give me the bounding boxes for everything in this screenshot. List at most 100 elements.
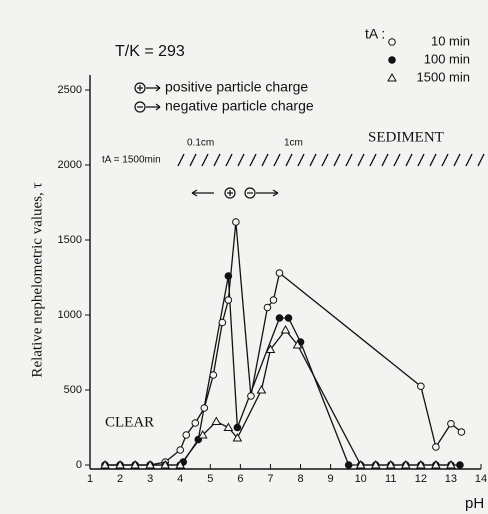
x-tick-label: 6 [237, 473, 243, 485]
point [432, 443, 440, 451]
point [344, 461, 353, 469]
point [417, 382, 425, 391]
sediment-label: SEDIMENT [368, 129, 444, 145]
y-axis-label: Relative nephelometric values, τ [29, 182, 45, 377]
point [100, 459, 110, 469]
point [200, 404, 209, 412]
hatch [393, 153, 401, 167]
x-tick-label: 2 [117, 473, 123, 485]
y-tick-label: 2000 [58, 159, 82, 171]
point [211, 416, 222, 425]
point [232, 218, 240, 226]
negative-label: negative particle charge [165, 98, 314, 114]
point [160, 459, 171, 469]
point [209, 371, 218, 379]
x-tick-label: 5 [207, 473, 213, 485]
point [191, 419, 200, 427]
point [292, 339, 303, 349]
point [224, 272, 233, 280]
series-line [105, 221, 462, 466]
x-axis-label: pH [465, 495, 484, 512]
series-line [105, 328, 451, 466]
x-tick-label: 10 [355, 473, 367, 485]
point [284, 314, 293, 322]
plus-symbol [134, 82, 146, 94]
series-line [105, 275, 460, 466]
hatch [453, 153, 461, 167]
x-tick-label: 14 [475, 473, 487, 485]
point [280, 324, 291, 334]
hatch [297, 153, 305, 167]
hatch [177, 153, 185, 167]
point [431, 459, 441, 469]
x-tick-label: 1 [87, 473, 93, 485]
scale-large: 1cm [284, 138, 303, 149]
point [275, 269, 284, 277]
point [400, 459, 411, 469]
point [218, 318, 227, 327]
x-tick-label: 4 [177, 473, 183, 485]
point [176, 446, 185, 454]
hatch [441, 153, 449, 167]
point [415, 459, 426, 469]
legend-title: tA : [365, 26, 385, 42]
hatch [465, 153, 473, 167]
hatch [285, 153, 293, 167]
point [385, 459, 396, 469]
point [446, 459, 456, 469]
plus-symbol [224, 187, 236, 199]
clear-label: CLEAR [105, 414, 154, 430]
hatch [189, 153, 197, 167]
y-tick-label: 500 [64, 384, 82, 396]
hatch [201, 153, 209, 167]
positive-label: positive particle charge [165, 79, 308, 95]
point [456, 461, 464, 469]
hatch [333, 153, 341, 167]
x-tick-label: 7 [267, 473, 273, 485]
y-tick-label: 1500 [58, 234, 82, 246]
hatch [429, 153, 437, 167]
x-tick-label: 12 [415, 473, 427, 485]
x-tick-label: 13 [445, 473, 457, 485]
hatch [345, 153, 353, 167]
scale-small: 0.1cm [187, 138, 214, 149]
hatch [369, 153, 377, 167]
legend-marker [388, 56, 396, 64]
x-tick-label: 9 [328, 473, 334, 485]
legend-marker [387, 72, 397, 82]
hatch [249, 153, 257, 167]
x-tick-label: 3 [147, 473, 153, 485]
hatch [213, 153, 221, 167]
hatch [261, 153, 269, 167]
y-tick-label: 0 [76, 459, 82, 471]
hatch [273, 153, 281, 167]
point [115, 459, 125, 469]
point [275, 314, 284, 322]
decorations [134, 82, 279, 199]
y-tick-label: 2500 [58, 84, 82, 96]
point [263, 303, 272, 312]
point [232, 432, 243, 442]
minus-symbol [134, 101, 146, 113]
legend-label: 10 min [431, 33, 470, 48]
hatch [381, 153, 389, 167]
plus-arrow [137, 84, 161, 92]
sediment-time: tA = 1500min [102, 155, 161, 166]
x-tick-label: 8 [297, 473, 303, 485]
minus-symbol [244, 187, 256, 199]
hatch [309, 153, 317, 167]
point [256, 384, 267, 394]
hatch [477, 153, 485, 167]
minus-arrow [137, 103, 161, 111]
y-tick-label: 1000 [58, 309, 82, 321]
hatch [417, 153, 425, 167]
point [457, 428, 466, 436]
point [175, 459, 186, 469]
point [182, 431, 191, 439]
hatch [237, 153, 245, 167]
temp-annotation: T/K = 293 [115, 43, 185, 60]
point [265, 344, 276, 353]
point [447, 419, 455, 428]
point [130, 459, 140, 469]
